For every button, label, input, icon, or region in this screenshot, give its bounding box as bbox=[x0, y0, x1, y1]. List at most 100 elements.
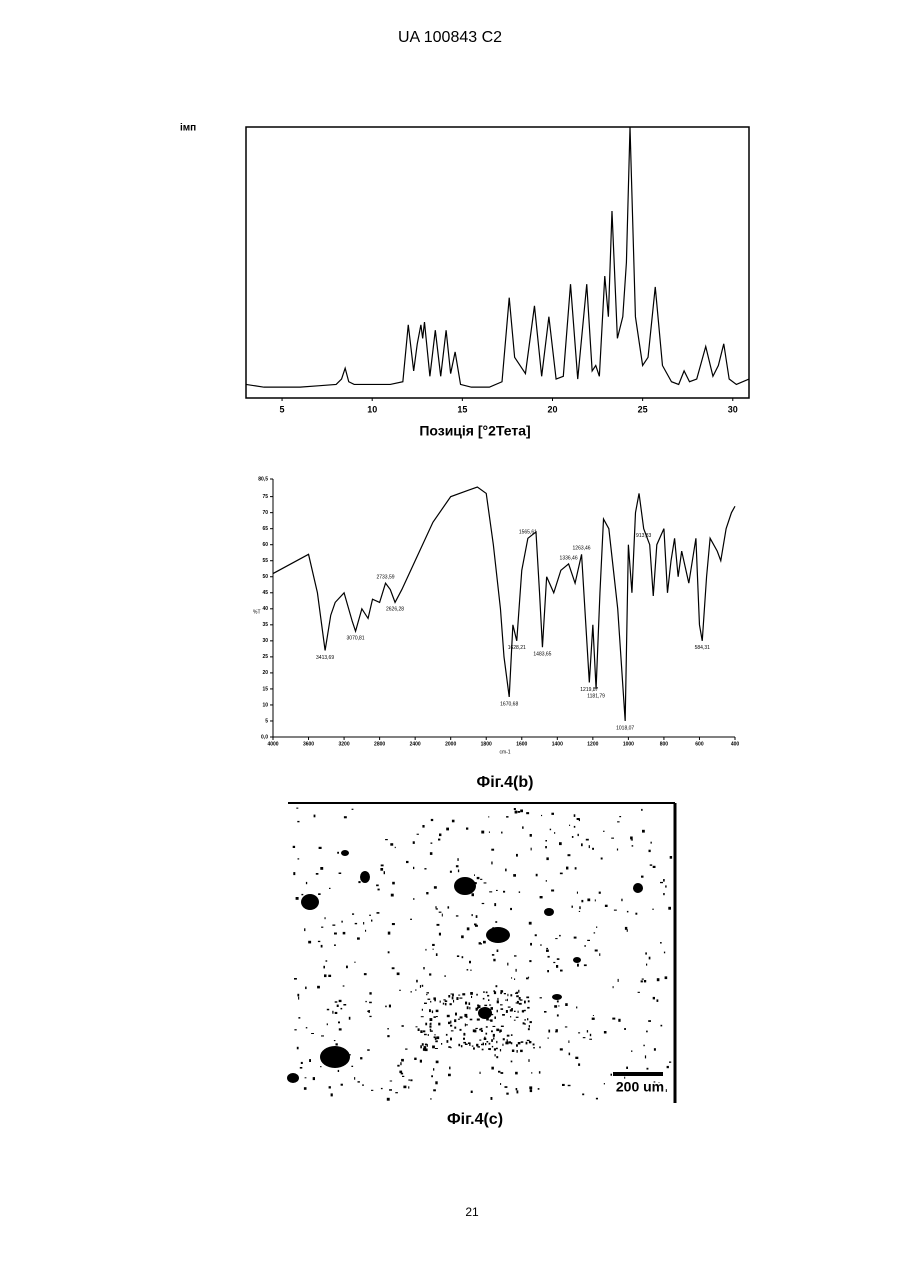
speck bbox=[511, 977, 512, 978]
speck bbox=[296, 808, 298, 809]
speck bbox=[349, 1054, 351, 1055]
speck bbox=[562, 1084, 565, 1086]
speck bbox=[604, 1031, 607, 1034]
speck bbox=[336, 1043, 338, 1045]
speck bbox=[293, 846, 295, 848]
speck bbox=[432, 1046, 435, 1049]
speck bbox=[516, 969, 517, 972]
speck bbox=[431, 819, 433, 821]
speck bbox=[466, 1016, 468, 1018]
speck bbox=[527, 1007, 529, 1009]
speck bbox=[358, 1081, 360, 1082]
speck bbox=[387, 1035, 389, 1037]
speck bbox=[651, 842, 652, 844]
speck bbox=[491, 1007, 494, 1010]
speck bbox=[645, 952, 647, 954]
speck bbox=[449, 1067, 450, 1070]
speck bbox=[317, 986, 320, 989]
speck bbox=[487, 995, 489, 997]
speck bbox=[480, 879, 482, 880]
speck bbox=[540, 997, 542, 998]
speck bbox=[365, 930, 366, 932]
speck bbox=[521, 1041, 524, 1043]
speck bbox=[392, 923, 395, 925]
speck bbox=[354, 1077, 355, 1080]
speck bbox=[507, 999, 508, 1001]
speck bbox=[457, 955, 459, 957]
speck bbox=[385, 839, 388, 840]
speck bbox=[300, 1067, 303, 1069]
speck bbox=[360, 1057, 362, 1059]
y-tick-label: 40 bbox=[262, 606, 268, 612]
speck bbox=[502, 1044, 503, 1046]
speck bbox=[435, 906, 436, 908]
speck bbox=[635, 913, 637, 915]
y-tick-label: 30 bbox=[262, 638, 268, 644]
speck bbox=[445, 975, 446, 977]
speck bbox=[501, 1026, 504, 1027]
x-tick-label: 400 bbox=[731, 741, 740, 747]
speck bbox=[664, 952, 665, 954]
speck bbox=[638, 992, 640, 993]
speck bbox=[625, 927, 627, 930]
speck bbox=[327, 1023, 328, 1025]
speck bbox=[488, 1014, 490, 1016]
speck bbox=[480, 1072, 481, 1074]
speck bbox=[420, 1060, 422, 1063]
speck bbox=[460, 1016, 463, 1018]
speck bbox=[338, 1070, 339, 1072]
speck bbox=[493, 1037, 494, 1039]
y-tick-label: 75 bbox=[262, 494, 268, 500]
speck bbox=[533, 1044, 535, 1046]
speck bbox=[546, 880, 547, 881]
speck bbox=[319, 847, 322, 849]
speck bbox=[484, 1005, 487, 1006]
particle bbox=[544, 908, 554, 916]
y-tick-label: 20 bbox=[262, 670, 268, 676]
speck bbox=[472, 1046, 474, 1047]
speck bbox=[402, 1076, 404, 1077]
speck bbox=[329, 888, 331, 889]
speck bbox=[481, 1028, 483, 1030]
speck bbox=[513, 874, 516, 877]
speck bbox=[559, 842, 562, 845]
speck bbox=[538, 1088, 540, 1090]
speck bbox=[492, 1046, 493, 1048]
speck bbox=[551, 813, 554, 815]
speck bbox=[301, 894, 303, 895]
speck bbox=[450, 871, 452, 873]
speck bbox=[401, 1073, 403, 1075]
speck bbox=[583, 1037, 586, 1038]
speck bbox=[432, 944, 435, 946]
speck bbox=[530, 1089, 532, 1092]
speck bbox=[558, 1005, 559, 1006]
speck bbox=[497, 950, 499, 953]
speck bbox=[522, 826, 524, 828]
speck bbox=[594, 932, 596, 933]
speck bbox=[599, 892, 601, 894]
peak-label: 1018,07 bbox=[616, 725, 634, 731]
speck bbox=[545, 846, 547, 848]
speck bbox=[494, 991, 496, 994]
speck bbox=[321, 945, 323, 948]
speck bbox=[423, 967, 424, 969]
speck bbox=[426, 992, 429, 993]
speck bbox=[471, 1091, 473, 1093]
speck bbox=[491, 1067, 494, 1070]
speck bbox=[392, 967, 395, 969]
speck bbox=[481, 1030, 483, 1032]
peak-label: 1336,46 bbox=[560, 555, 578, 561]
particle bbox=[486, 927, 510, 943]
speck bbox=[529, 1041, 532, 1043]
speck bbox=[429, 1025, 431, 1027]
speck bbox=[431, 843, 433, 844]
speck bbox=[297, 821, 299, 822]
spectrum-line bbox=[273, 487, 735, 721]
speck bbox=[556, 1029, 558, 1031]
speck bbox=[413, 841, 415, 844]
speck bbox=[483, 1043, 484, 1046]
speck bbox=[529, 922, 532, 925]
speck bbox=[507, 994, 508, 996]
speck bbox=[416, 980, 418, 983]
speck bbox=[293, 1074, 295, 1075]
